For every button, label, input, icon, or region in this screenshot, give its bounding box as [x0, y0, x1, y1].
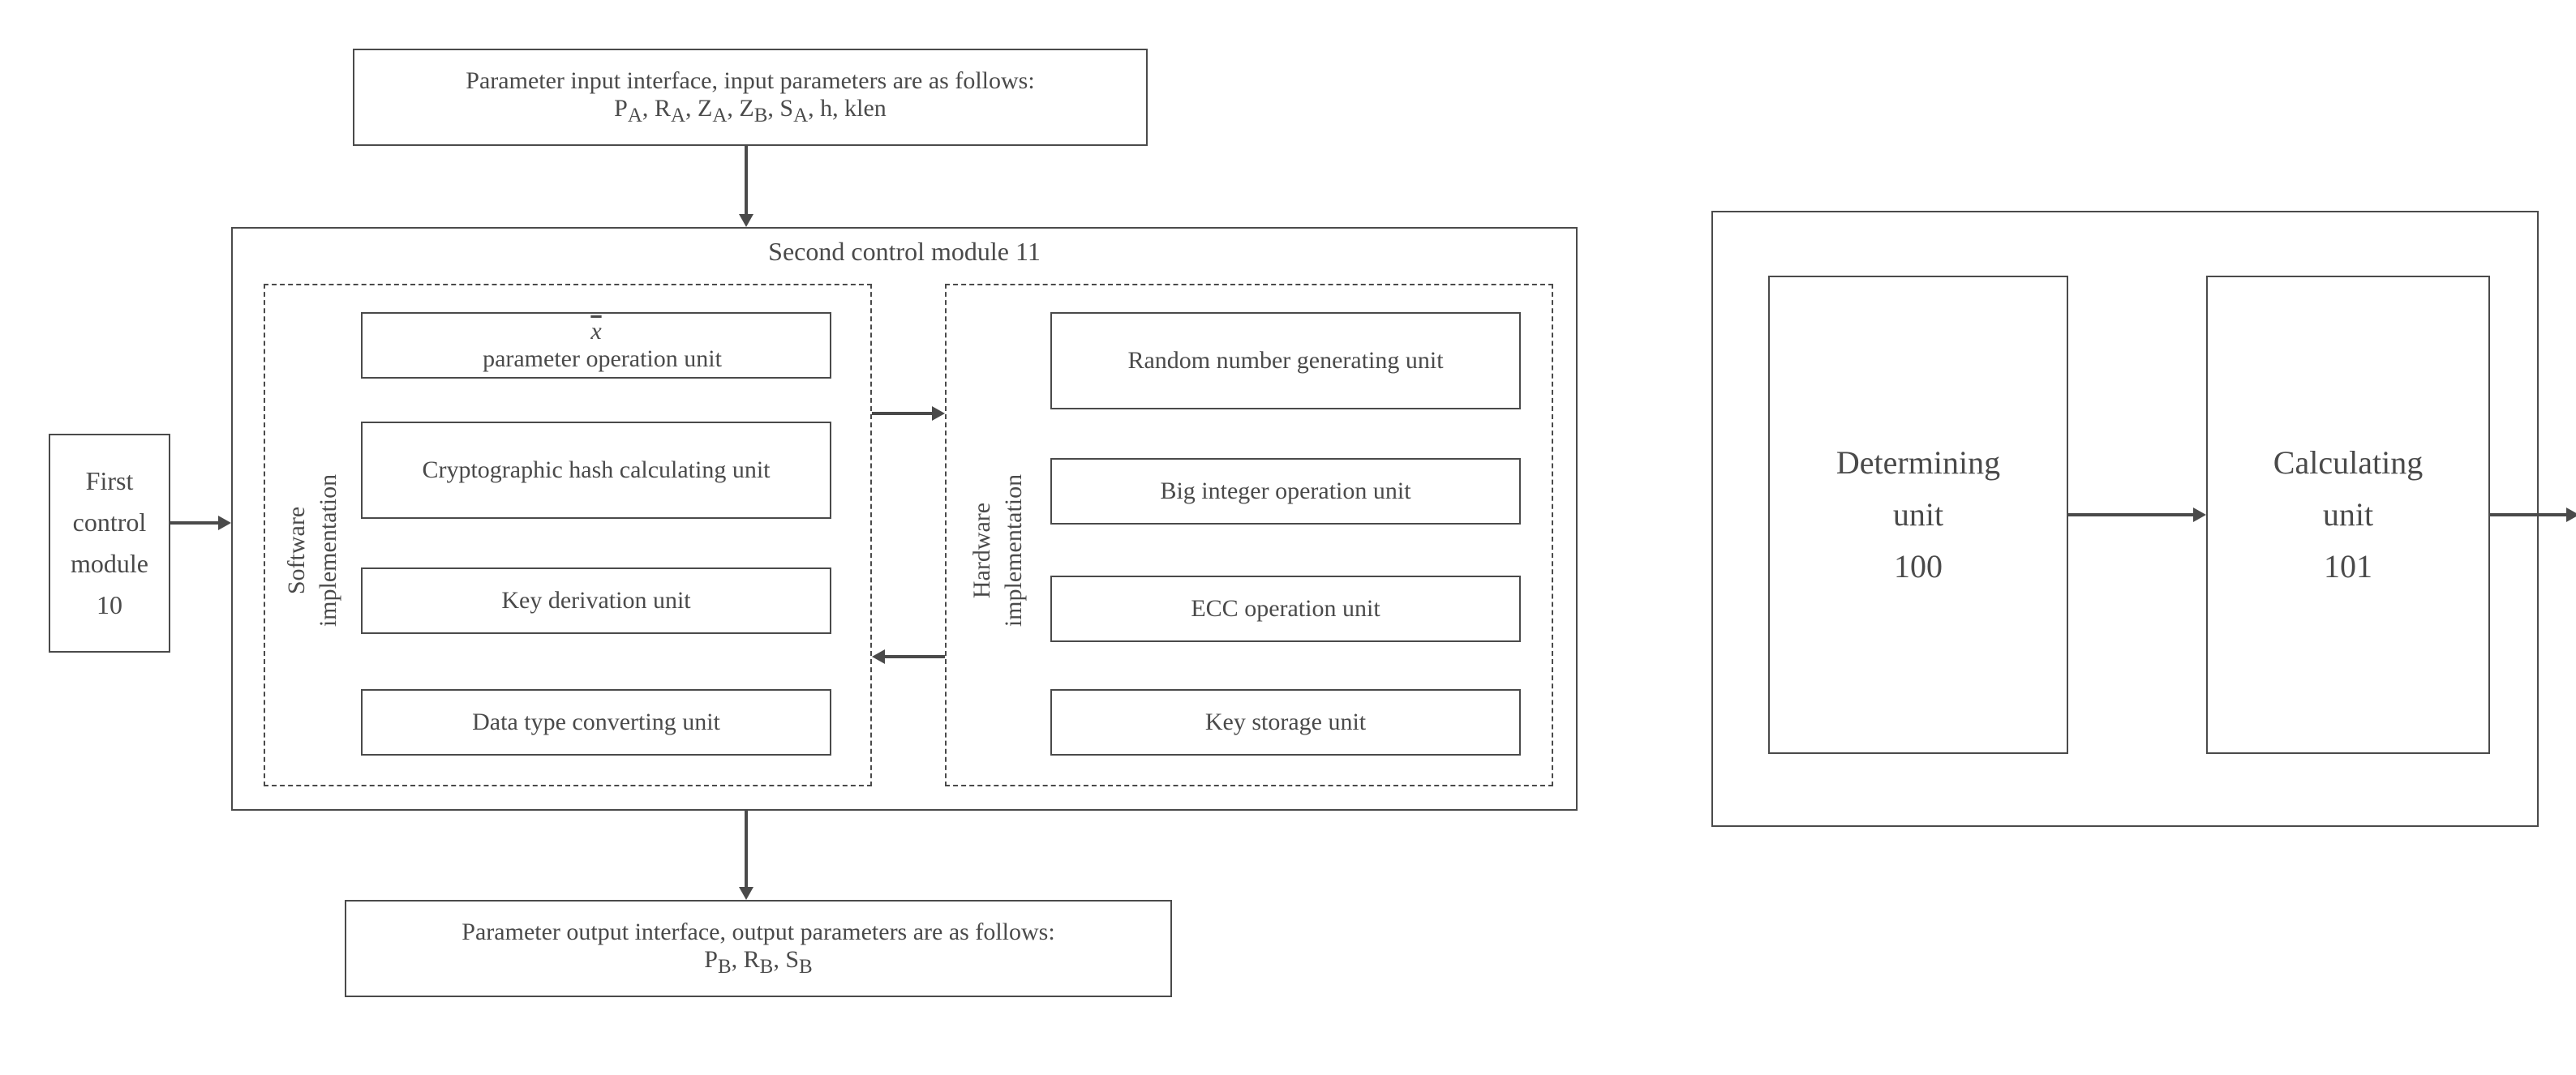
data-type-converting-unit: Data type converting unit [361, 689, 831, 756]
arrow-sw-to-hw [872, 412, 933, 415]
arrowhead-hw-to-sw [872, 649, 885, 664]
arrowhead-first-to-module [218, 516, 231, 530]
crypto-hash-unit: Cryptographic hash calculating unit [361, 422, 831, 519]
hardware-label: Hardware implementation [966, 453, 1029, 648]
first-l1: First [86, 460, 134, 502]
parameter-output-box: Parameter output interface, output param… [345, 900, 1172, 997]
output-params: PB, RB, SB [704, 946, 812, 979]
parameter-input-box: Parameter input interface, input paramet… [353, 49, 1148, 146]
calc-l3: 101 [2324, 541, 2372, 593]
hardware-label-l1: Hardware [966, 453, 998, 648]
calculating-unit: Calculating unit 101 [2206, 276, 2490, 754]
arrow-calc-out [2490, 513, 2567, 516]
det-l3: 100 [1894, 541, 1943, 593]
big-integer-unit: Big integer operation unit [1050, 458, 1521, 525]
first-l2: control [73, 502, 147, 543]
arrowhead-det-to-calc [2193, 508, 2206, 522]
arrow-module-to-output [745, 811, 748, 888]
input-line1: Parameter input interface, input paramet… [466, 67, 1034, 95]
x-parameter-unit: x parameter operation unit [361, 312, 831, 379]
calc-l2: unit [2323, 489, 2373, 541]
arrow-input-to-module [745, 146, 748, 215]
arrow-hw-to-sw [884, 655, 945, 658]
input-params: PA, RA, ZA, ZB, SA, h, klen [614, 95, 887, 127]
software-label-l2: implementation [312, 453, 344, 648]
first-l3: module [71, 543, 148, 585]
det-l1: Determining [1836, 437, 2000, 489]
random-number-unit: Random number generating unit [1050, 312, 1521, 409]
second-module-title: Second control module 11 [768, 237, 1041, 267]
key-storage-unit: Key storage unit [1050, 689, 1521, 756]
output-line1: Parameter output interface, output param… [462, 919, 1054, 946]
first-l4: 10 [97, 585, 122, 626]
arrowhead-module-to-output [739, 887, 753, 900]
determining-unit: Determining unit 100 [1768, 276, 2068, 754]
ecc-operation-unit: ECC operation unit [1050, 576, 1521, 642]
software-label-l1: Software [281, 453, 312, 648]
det-l2: unit [1893, 489, 1943, 541]
hardware-label-l2: implementation [998, 453, 1029, 648]
arrow-det-to-calc [2068, 513, 2194, 516]
arrow-first-to-module [170, 521, 219, 525]
arrowhead-sw-to-hw [932, 406, 945, 421]
arrowhead-input-to-module [739, 214, 753, 227]
diagram-canvas: Parameter input interface, input paramet… [16, 16, 2576, 1059]
first-control-module: First control module 10 [49, 434, 170, 653]
key-derivation-unit: Key derivation unit [361, 567, 831, 634]
calc-l1: Calculating [2273, 437, 2423, 489]
arrowhead-calc-out [2566, 508, 2576, 522]
software-label: Software implementation [281, 453, 344, 648]
